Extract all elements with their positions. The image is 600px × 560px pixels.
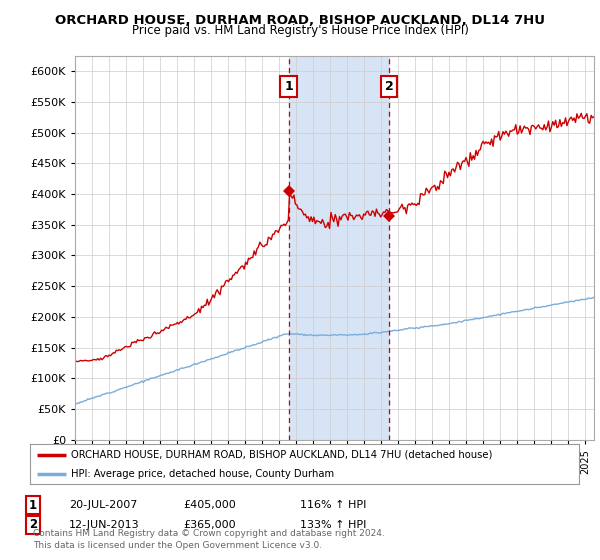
Text: 1: 1 [29, 498, 37, 512]
Text: ORCHARD HOUSE, DURHAM ROAD, BISHOP AUCKLAND, DL14 7HU (detached house): ORCHARD HOUSE, DURHAM ROAD, BISHOP AUCKL… [71, 450, 493, 460]
Text: HPI: Average price, detached house, County Durham: HPI: Average price, detached house, Coun… [71, 469, 334, 479]
Text: Contains HM Land Registry data © Crown copyright and database right 2024.
This d: Contains HM Land Registry data © Crown c… [33, 529, 385, 550]
Text: 133% ↑ HPI: 133% ↑ HPI [300, 520, 367, 530]
Text: ORCHARD HOUSE, DURHAM ROAD, BISHOP AUCKLAND, DL14 7HU: ORCHARD HOUSE, DURHAM ROAD, BISHOP AUCKL… [55, 14, 545, 27]
Text: 116% ↑ HPI: 116% ↑ HPI [300, 500, 367, 510]
Bar [289, 56, 389, 440]
Text: 2: 2 [29, 518, 37, 531]
Text: Price paid vs. HM Land Registry's House Price Index (HPI): Price paid vs. HM Land Registry's House … [131, 24, 469, 37]
Text: £365,000: £365,000 [183, 520, 236, 530]
Text: 12-JUN-2013: 12-JUN-2013 [69, 520, 140, 530]
Text: 20-JUL-2007: 20-JUL-2007 [69, 500, 137, 510]
Text: 2: 2 [385, 80, 394, 93]
Text: 1: 1 [284, 80, 293, 93]
Text: £405,000: £405,000 [183, 500, 236, 510]
